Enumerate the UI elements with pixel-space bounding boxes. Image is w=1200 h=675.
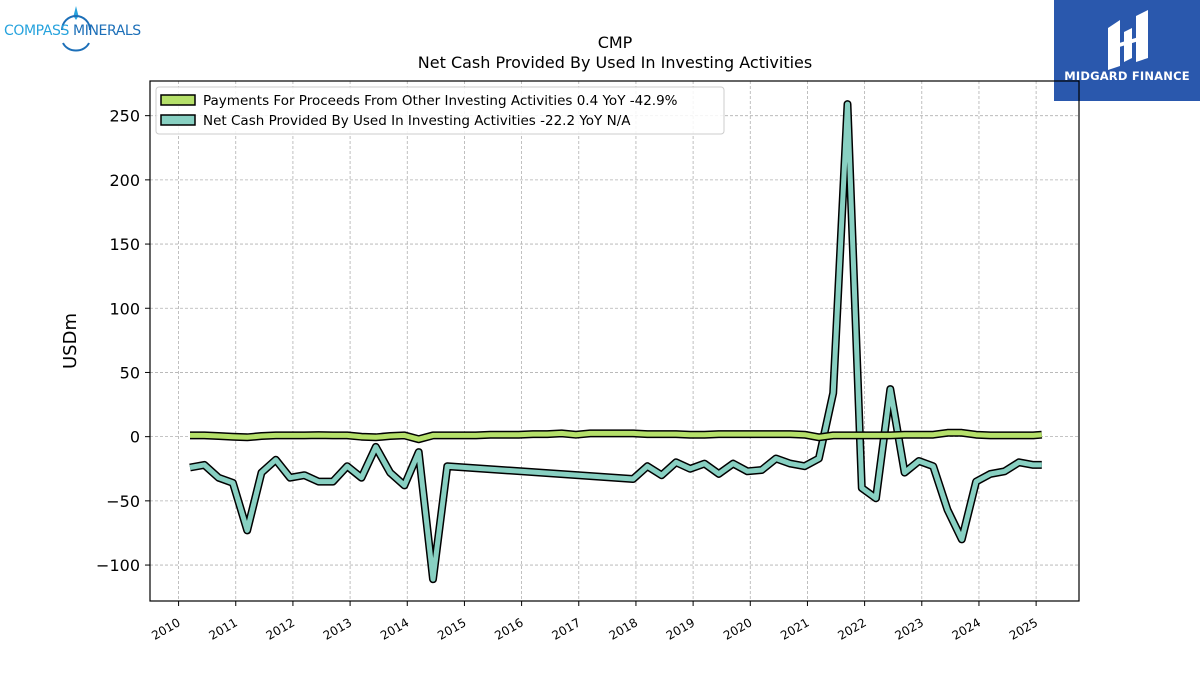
series-line-2 — [189, 101, 1042, 582]
y-tick-label: 150 — [109, 235, 140, 254]
series-outline-2 — [189, 100, 1042, 584]
x-tick-label: 2014 — [378, 615, 411, 642]
y-tick-label: −100 — [96, 556, 140, 575]
y-axis-label: USDm — [60, 313, 81, 369]
legend-swatch-2 — [160, 114, 196, 126]
x-tick-label: 2016 — [492, 615, 525, 642]
midgard-finance-wordmark: MIDGARD FINANCE — [1064, 69, 1190, 83]
x-tick-label: 2017 — [549, 615, 582, 642]
y-tick-label: 100 — [109, 299, 140, 318]
plot-frame — [149, 80, 1080, 602]
y-tick-label: 250 — [109, 107, 140, 126]
compass-star-icon — [61, 6, 91, 52]
x-tick-label: 2023 — [893, 615, 926, 642]
x-tick-label: 2010 — [149, 615, 182, 642]
x-tick-label: 2013 — [321, 615, 354, 642]
x-tick-label: 2015 — [435, 615, 468, 642]
y-tick-label: 0 — [130, 428, 140, 447]
y-tick-label: 50 — [120, 363, 140, 382]
legend-label-1: Payments For Proceeds From Other Investi… — [203, 93, 678, 109]
chart-subtitle: Net Cash Provided By Used In Investing A… — [418, 53, 812, 72]
x-tick-label: 2019 — [664, 615, 697, 642]
legend-label-2: Net Cash Provided By Used In Investing A… — [203, 113, 631, 129]
compass-minerals-wordmark: COMPASS MINERALS — [4, 23, 141, 39]
y-tick-label: 200 — [109, 171, 140, 190]
x-axis: 2010 2011 2012 2013 2014 2015 2016 2017 2018 2019… — [149, 601, 1040, 643]
x-tick-label: 2024 — [950, 615, 983, 642]
legend-box — [155, 86, 725, 135]
x-tick-label: 2018 — [607, 615, 640, 642]
x-tick-label: 2022 — [835, 615, 868, 642]
legend-swatch-1 — [160, 94, 196, 106]
x-tick-label: 2012 — [264, 615, 297, 642]
y-axis: −100 −50 0 50 100 150 200 250 — [96, 107, 150, 575]
series-line-1 — [190, 430, 1043, 442]
x-tick-label: 2025 — [1007, 615, 1040, 642]
chart-title: CMP — [598, 33, 633, 52]
midgard-monogram-icon — [1108, 10, 1148, 70]
compass-minerals-logo: COMPASS MINERALS — [4, 6, 154, 52]
midgard-finance-logo: MIDGARD FINANCE — [1054, 0, 1200, 101]
series-lines — [189, 100, 1043, 584]
legend: Payments For Proceeds From Other Investi… — [155, 86, 725, 135]
x-tick-label: 2021 — [778, 615, 811, 642]
x-tick-label: 2011 — [206, 615, 239, 642]
y-tick-label: −50 — [106, 492, 140, 511]
x-tick-label: 2020 — [721, 615, 754, 642]
grid — [150, 81, 1079, 601]
